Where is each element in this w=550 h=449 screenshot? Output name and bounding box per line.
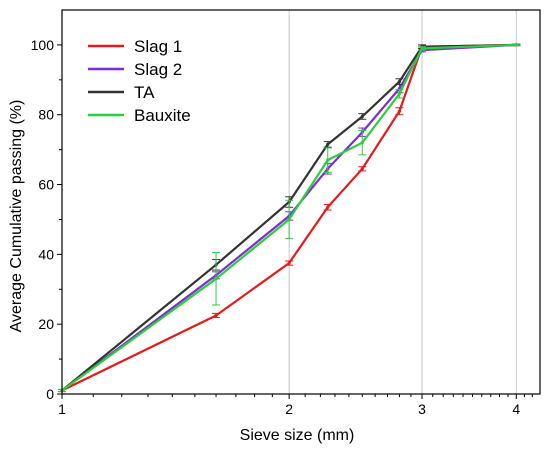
y-tick-label: 40 [38, 246, 54, 262]
data-point [360, 167, 364, 171]
series-line [61, 43, 517, 392]
legend: Slag 1 Slag 2 TA Bauxite [88, 37, 191, 125]
x-tick-label: 4 [512, 401, 520, 417]
y-tick-label: 60 [38, 177, 54, 193]
data-point [420, 46, 424, 51]
data-point [326, 205, 330, 209]
y-tick-label: 80 [38, 107, 54, 123]
data-point [360, 114, 364, 119]
axes-layer [57, 9, 541, 399]
data-point [514, 43, 518, 47]
data-point [214, 277, 218, 281]
y-axis-title: Average Cumulative passing (%) [8, 100, 25, 333]
data-point [287, 217, 291, 222]
series-line [61, 43, 517, 392]
data-point [360, 141, 364, 145]
grid-layer [288, 10, 517, 394]
legend-label: Bauxite [134, 106, 191, 125]
y-tick-label: 20 [38, 316, 54, 332]
x-tick-label: 1 [58, 401, 66, 417]
data-point [397, 109, 402, 113]
y-tick-label: 0 [46, 386, 54, 402]
data-point [214, 313, 218, 318]
legend-label: Slag 1 [134, 37, 182, 56]
data-point [287, 261, 291, 265]
series-layer [58, 43, 521, 393]
data-point [397, 79, 402, 84]
x-axis-title: Sieve size (mm) [240, 427, 355, 444]
legend-label: TA [134, 83, 155, 102]
data-point [397, 92, 402, 96]
x-tick-label: 3 [418, 401, 426, 417]
x-tick-label: 2 [285, 401, 293, 417]
data-point [326, 142, 330, 146]
data-point [326, 158, 330, 162]
tick-labels: 0 20 40 60 80 100 1 2 3 4 [31, 37, 521, 417]
y-tick-label: 100 [31, 37, 55, 53]
legend-label: Slag 2 [134, 60, 182, 79]
plot-frame [61, 9, 541, 395]
